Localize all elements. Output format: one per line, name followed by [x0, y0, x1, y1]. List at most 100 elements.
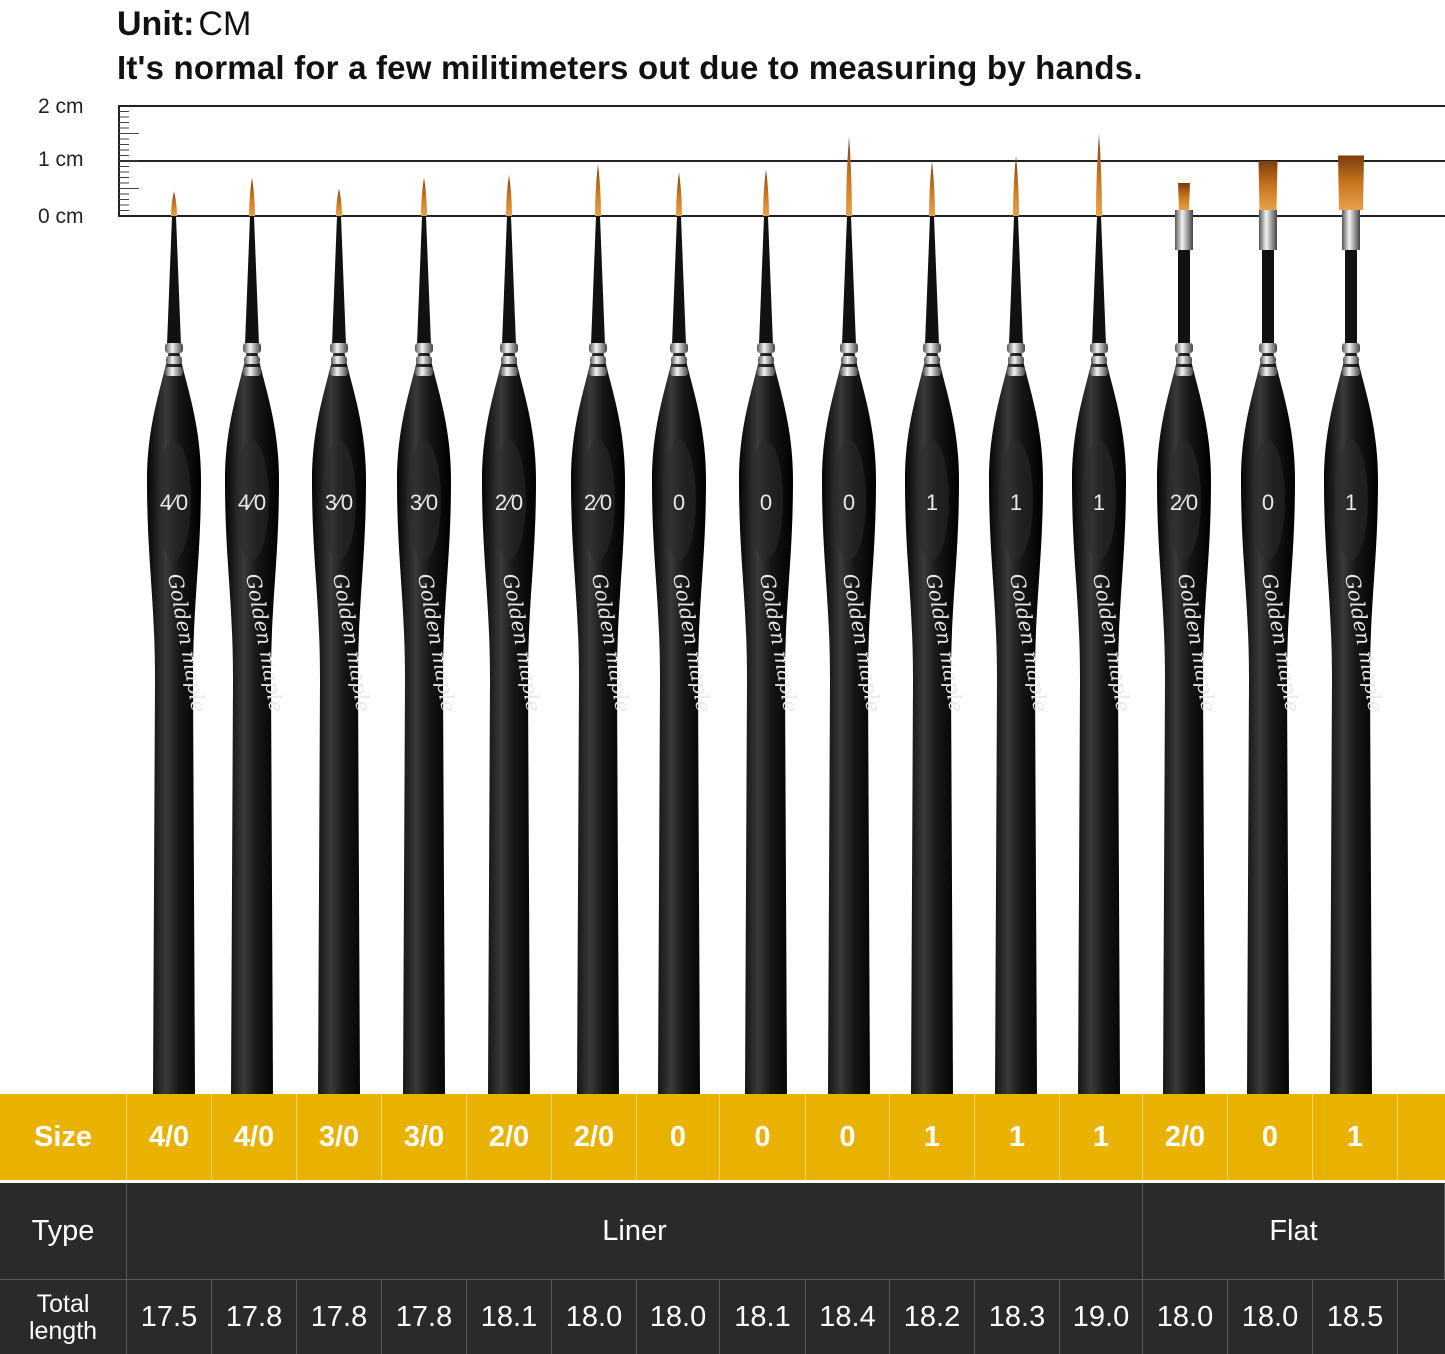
length-cell: 18.2 [890, 1280, 975, 1354]
brush-crimp [589, 343, 607, 353]
brush-size-mark: 1 [926, 490, 938, 515]
brush-neck [672, 216, 686, 345]
brush-ferrule [1175, 210, 1193, 250]
brush-grip [235, 440, 269, 560]
brush-crimp [165, 343, 183, 353]
brush-grip [581, 440, 615, 560]
size-cell: 2/0 [1143, 1094, 1228, 1180]
brush-grip [1334, 440, 1368, 560]
brush-bristles [1338, 155, 1364, 210]
brush-crimp [415, 343, 433, 353]
brush-bristles [1096, 133, 1102, 216]
brush-crimp [1176, 356, 1192, 364]
brush-size-mark: 0 [843, 490, 855, 515]
length-cell: 18.3 [975, 1280, 1060, 1354]
length-header-line1: Total [36, 1289, 90, 1318]
brush-neck [842, 216, 856, 345]
brush-crimp [924, 356, 940, 364]
brush-crimp [1007, 343, 1025, 353]
unit-line: Unit: CM [117, 2, 1143, 46]
brush-bristles [1258, 161, 1278, 210]
brush-crimp [923, 367, 941, 376]
brush-crimp [670, 367, 688, 376]
brush-neck [925, 216, 939, 345]
brush-size-mark: 0 [673, 490, 685, 515]
length-cell: 17.8 [382, 1280, 467, 1354]
brush-crimp [841, 356, 857, 364]
brush-grip [492, 440, 526, 560]
brush-crimp [1090, 367, 1108, 376]
brush-crimp [758, 356, 774, 364]
brush-neck [167, 216, 181, 345]
length-cell: 17.8 [212, 1280, 297, 1354]
brush-size-mark: 3⁄0 [410, 490, 438, 515]
length-header-line2: length [28, 1316, 98, 1345]
size-cell: 0 [1228, 1094, 1313, 1180]
brush-crimp [1175, 343, 1193, 353]
size-cell: 1 [1060, 1094, 1143, 1180]
brush-bristles [506, 174, 512, 216]
brush-neck [417, 216, 431, 345]
brush-grip [1082, 440, 1116, 560]
brush-grip [1251, 440, 1285, 560]
size-cell: 1 [975, 1094, 1060, 1180]
size-cell: 1 [1313, 1094, 1398, 1180]
brush-bristles [171, 191, 177, 216]
brush-grip [407, 440, 441, 560]
brush-grip [157, 440, 191, 560]
brush-grip [1167, 440, 1201, 560]
size-cell: 4/0 [212, 1094, 297, 1180]
brush-grip [999, 440, 1033, 560]
brush-crimp [671, 356, 687, 364]
brush-crimp [500, 367, 518, 376]
brush-neck [1345, 222, 1357, 352]
brush-grip [915, 440, 949, 560]
size-cell: 3/0 [382, 1094, 467, 1180]
brush-crimp [1343, 356, 1359, 364]
brush-size-mark: 0 [760, 490, 772, 515]
length-cell: 18.0 [637, 1280, 720, 1354]
brush-bristles [421, 177, 427, 216]
brush-crimp [330, 343, 348, 353]
brush-crimp [243, 343, 261, 353]
brush-size-mark: 4⁄0 [160, 490, 188, 515]
brush-crimp [415, 367, 433, 376]
brush-crimp [1091, 356, 1107, 364]
size-cell: 4/0 [127, 1094, 212, 1180]
brush-neck [591, 216, 605, 345]
size-cell: 0 [806, 1094, 890, 1180]
size-row: Size 4/0 4/0 3/0 3/0 2/0 2/0 0 0 0 1 1 1 2/0 0 1 [0, 1094, 1445, 1180]
brush-ferrule [1259, 210, 1277, 250]
brush-crimp [1008, 356, 1024, 364]
brush-size-mark: 2⁄0 [584, 490, 612, 515]
brush-crimp [840, 367, 858, 376]
length-cell: 18.0 [552, 1280, 637, 1354]
brush-crimp [330, 367, 348, 376]
brush-grip [749, 440, 783, 560]
brush-neck [759, 216, 773, 345]
brush-crimp [1342, 343, 1360, 353]
measurement-note: It's normal for a few militimeters out d… [117, 49, 1143, 86]
ruler-label-1cm: 1 cm [38, 148, 84, 171]
brush-crimp [590, 356, 606, 364]
brush-crimp [1342, 367, 1360, 376]
ruler-label-2cm: 2 cm [38, 95, 84, 118]
brush-crimp [501, 356, 517, 364]
brush-crimp [500, 343, 518, 353]
unit-label: Unit: [117, 5, 195, 43]
brush-bristles [929, 161, 935, 216]
brush-size-mark: 2⁄0 [1170, 490, 1198, 515]
